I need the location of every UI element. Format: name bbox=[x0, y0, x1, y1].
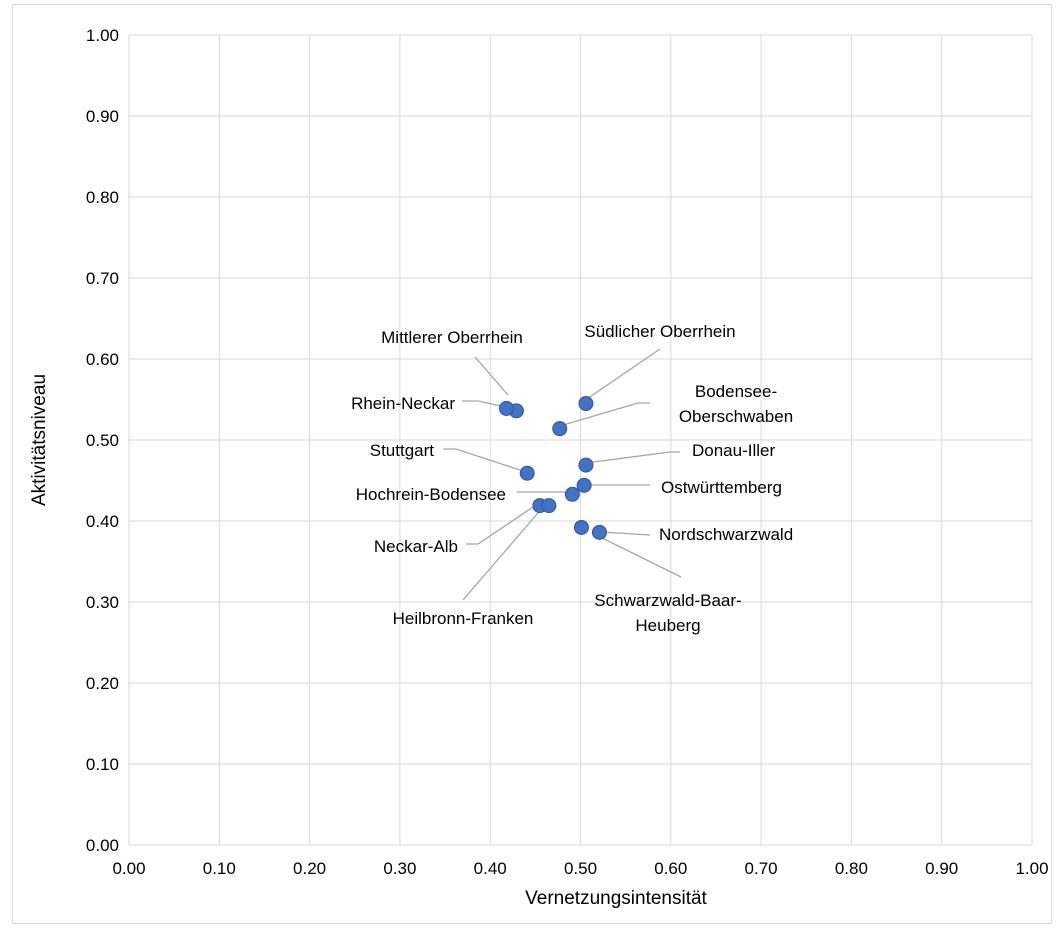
data-point bbox=[552, 421, 568, 437]
grid-lines bbox=[128, 34, 1033, 846]
y-tick-label: 0.60 bbox=[86, 350, 119, 369]
point-label: Heilbronn-Franken bbox=[393, 609, 534, 628]
data-point bbox=[576, 477, 592, 493]
point-label: Nordschwarzwald bbox=[659, 525, 793, 544]
point-label: Heuberg bbox=[635, 616, 700, 635]
leader-line bbox=[462, 400, 506, 408]
point-label: Mittlerer Oberrhein bbox=[381, 328, 523, 347]
leader-line bbox=[466, 504, 537, 545]
x-tick-label: 0.10 bbox=[203, 859, 236, 878]
data-point bbox=[541, 498, 557, 514]
y-tick-label: 0.20 bbox=[86, 674, 119, 693]
leader-line bbox=[585, 451, 680, 464]
x-tick-label: 0.70 bbox=[745, 859, 778, 878]
y-tick-label: 0.50 bbox=[86, 431, 119, 450]
leader-line bbox=[583, 348, 661, 402]
data-point bbox=[578, 457, 594, 473]
x-tick-label: 0.60 bbox=[654, 859, 687, 878]
leader-line bbox=[462, 505, 545, 601]
data-point bbox=[573, 519, 589, 535]
x-axis-title: Vernetzungsintensität bbox=[525, 888, 707, 909]
y-tick-label: 1.00 bbox=[86, 26, 119, 45]
point-label: Oberschwaben bbox=[679, 407, 793, 426]
point-label: Neckar-Alb bbox=[374, 537, 458, 556]
point-label: Stuttgart bbox=[370, 441, 435, 460]
leader-line bbox=[559, 402, 650, 427]
point-label: Donau-Iller bbox=[692, 441, 775, 460]
point-label: Ostwürttemberg bbox=[661, 478, 782, 497]
x-tick-label: 0.90 bbox=[925, 859, 958, 878]
x-tick-label: 0.80 bbox=[835, 859, 868, 878]
data-points bbox=[498, 396, 607, 540]
y-tick-label: 0.70 bbox=[86, 269, 119, 288]
data-point bbox=[498, 400, 514, 416]
y-tick-label: 0.00 bbox=[86, 836, 119, 855]
x-tick-label: 0.20 bbox=[293, 859, 326, 878]
y-tick-label: 0.90 bbox=[86, 107, 119, 126]
leader-line bbox=[599, 531, 651, 536]
y-tick-label: 0.10 bbox=[86, 755, 119, 774]
point-label: Südlicher Oberrhein bbox=[584, 322, 735, 341]
leader-lines bbox=[443, 348, 682, 601]
x-tick-label: 1.00 bbox=[1015, 859, 1048, 878]
point-label: Bodensee- bbox=[695, 382, 777, 401]
y-axis-title: Aktivitätsniveau bbox=[29, 374, 50, 506]
x-tick-label: 0.30 bbox=[383, 859, 416, 878]
y-tick-label: 0.30 bbox=[86, 593, 119, 612]
tick-labels: 0.00 0.10 0.20 0.30 0.40 0.50 0.60 0.70 0.80 0.90… bbox=[86, 26, 1049, 878]
chart-frame bbox=[12, 4, 1052, 924]
y-tick-label: 0.80 bbox=[86, 188, 119, 207]
leader-line bbox=[443, 448, 521, 471]
data-point bbox=[578, 396, 594, 412]
point-label: Hochrein-Bodensee bbox=[356, 485, 506, 504]
x-tick-label: 0.00 bbox=[112, 859, 145, 878]
leader-line bbox=[595, 534, 682, 578]
data-point bbox=[591, 524, 607, 540]
x-tick-label: 0.40 bbox=[474, 859, 507, 878]
data-point bbox=[519, 465, 535, 481]
data-point bbox=[564, 486, 580, 502]
y-tick-label: 0.40 bbox=[86, 512, 119, 531]
point-label: Schwarzwald-Baar- bbox=[594, 591, 741, 610]
leader-line bbox=[474, 356, 509, 396]
x-tick-label: 0.50 bbox=[564, 859, 597, 878]
point-label: Rhein-Neckar bbox=[351, 394, 455, 413]
point-labels: Mittlerer Oberrhein Rhein-Neckar Südlicher… bbox=[351, 322, 793, 635]
